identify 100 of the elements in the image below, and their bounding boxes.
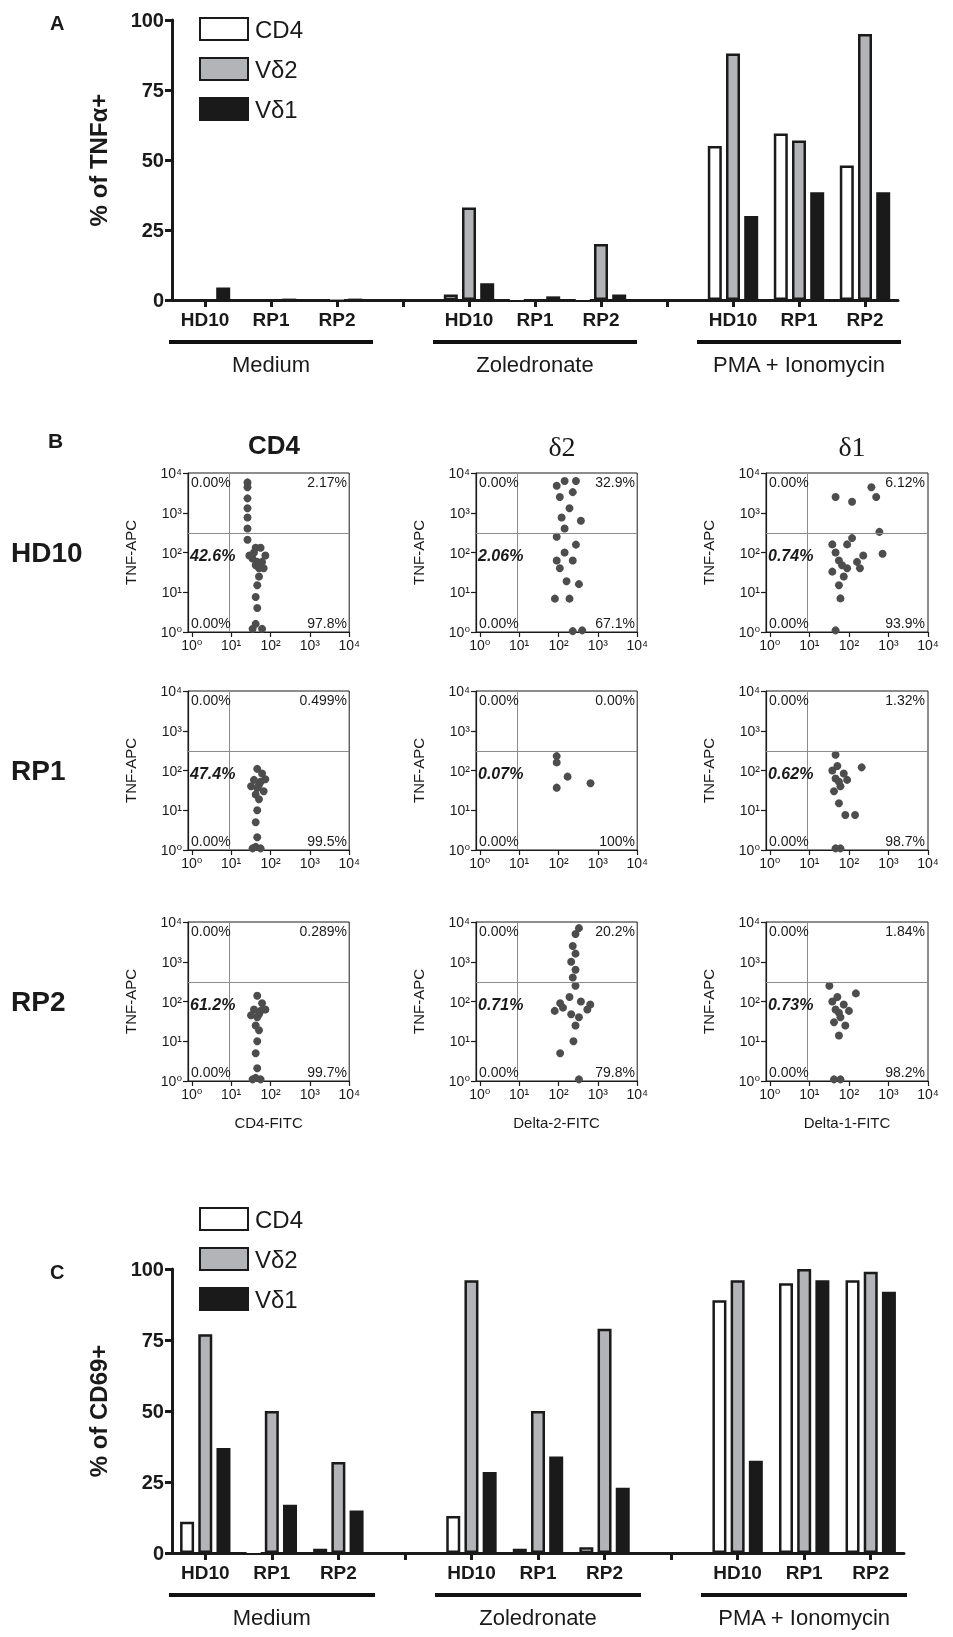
y-axis-title: % of CD69+ bbox=[84, 1344, 112, 1478]
annotation: 0.00% bbox=[191, 923, 231, 939]
y-tick-label: 10⁴ bbox=[738, 683, 760, 699]
y-tick-label: 10³ bbox=[739, 722, 761, 739]
y-tick-label: 10³ bbox=[449, 953, 471, 970]
x-tick-label: 10³ bbox=[299, 637, 321, 653]
x-tick-label: 10³ bbox=[587, 855, 609, 871]
y-axis-title: TNF-APC bbox=[122, 968, 139, 1034]
y-axis-title: TNF-APC bbox=[122, 519, 139, 585]
x-tick-label: 10³ bbox=[878, 855, 899, 871]
x-tick-label: 10⁴ bbox=[626, 1086, 648, 1102]
x-tick-label: 10⁴ bbox=[917, 1086, 939, 1102]
y-tick-label: 10³ bbox=[449, 722, 471, 739]
x-tick-label: RP2 bbox=[582, 309, 620, 330]
y-tick-label: 10⁰ bbox=[448, 1073, 471, 1089]
x-tick-label: 10⁰ bbox=[181, 1086, 203, 1102]
x-tick-label: 10² bbox=[548, 855, 569, 871]
annotation: 0.00% bbox=[479, 923, 519, 939]
y-tick-label: 10⁴ bbox=[448, 465, 470, 481]
x-tick-label: HD10 bbox=[713, 1562, 762, 1583]
y-tick-label: 10² bbox=[449, 993, 471, 1010]
y-tick-label: 10⁰ bbox=[160, 1073, 183, 1089]
x-tick-label: 10² bbox=[838, 637, 860, 653]
x-tick-label: HD10 bbox=[444, 309, 494, 330]
x-tick-label: 10¹ bbox=[799, 1086, 820, 1102]
x-tick-label: 10⁰ bbox=[469, 855, 491, 871]
y-tick-label: 10³ bbox=[161, 504, 183, 521]
y-tick-label: 50 bbox=[141, 1400, 164, 1422]
text: Zoledronate bbox=[479, 1604, 597, 1630]
y-tick-label: 10⁴ bbox=[738, 465, 760, 481]
y-tick-label: 10¹ bbox=[739, 584, 761, 601]
y-axis-title: TNF-APC bbox=[410, 968, 427, 1034]
x-tick-label: 10⁰ bbox=[759, 855, 781, 871]
annotation: 2.17% bbox=[307, 474, 347, 490]
annotation: 100% bbox=[599, 833, 635, 849]
annotation: 0.00% bbox=[769, 692, 809, 708]
annotation: 0.00% bbox=[191, 1064, 231, 1080]
annotation: 0.00% bbox=[769, 833, 809, 849]
y-axis-title: TNF-APC bbox=[700, 737, 717, 803]
x-tick-label: 10² bbox=[838, 855, 860, 871]
annotation: 61.2% bbox=[190, 996, 236, 1014]
y-tick-label: 10¹ bbox=[161, 802, 183, 819]
annotation: 0.00% bbox=[769, 474, 809, 490]
text: HD10 bbox=[11, 537, 83, 568]
text: B bbox=[48, 428, 64, 452]
text: Medium bbox=[231, 351, 311, 377]
y-tick-label: 10⁰ bbox=[448, 624, 471, 640]
x-axis-title: Delta-1-FITC bbox=[803, 1114, 891, 1131]
x-tick-label: 10⁴ bbox=[626, 637, 648, 653]
annotation: 0.00% bbox=[479, 833, 519, 849]
y-axis-title: % of TNFα+ bbox=[84, 93, 112, 227]
x-tick-label: HD10 bbox=[708, 309, 758, 330]
y-tick-label: 10⁰ bbox=[160, 624, 183, 640]
x-tick-label: 10³ bbox=[299, 855, 321, 871]
y-tick-label: 10⁴ bbox=[738, 914, 760, 930]
y-tick-label: 25 bbox=[141, 1471, 164, 1493]
x-tick-label: 10¹ bbox=[799, 637, 820, 653]
y-tick-label: 10² bbox=[161, 762, 183, 779]
annotation: 0.00% bbox=[769, 923, 809, 939]
annotation: 32.9% bbox=[595, 474, 635, 490]
annotation: 6.12% bbox=[885, 474, 925, 490]
x-axis-title: Delta-2-FITC bbox=[513, 1114, 601, 1131]
x-tick-label: 10¹ bbox=[509, 637, 530, 653]
y-tick-label: 10¹ bbox=[739, 1033, 761, 1050]
annotation: 0.07% bbox=[478, 765, 524, 783]
x-tick-label: 10⁴ bbox=[917, 637, 939, 653]
y-tick-label: 75 bbox=[141, 1329, 164, 1351]
text: RP1 bbox=[11, 755, 66, 786]
annotation: 99.7% bbox=[307, 1064, 347, 1080]
y-axis-title: TNF-APC bbox=[410, 737, 427, 803]
y-tick-label: 10⁰ bbox=[738, 624, 761, 640]
x-tick-label: 10² bbox=[548, 1086, 569, 1102]
x-tick-label: 10¹ bbox=[509, 855, 530, 871]
x-tick-label: RP2 bbox=[319, 1562, 357, 1583]
x-tick-label: 10⁴ bbox=[338, 1086, 360, 1102]
annotation: 99.5% bbox=[307, 833, 347, 849]
x-tick-label: 10⁴ bbox=[917, 855, 939, 871]
annotation: 67.1% bbox=[595, 615, 635, 631]
x-tick-label: RP2 bbox=[846, 309, 884, 330]
x-tick-label: 10⁰ bbox=[759, 637, 781, 653]
y-tick-label: 10² bbox=[739, 544, 761, 561]
y-tick-label: 10¹ bbox=[449, 1033, 471, 1050]
y-tick-label: 10¹ bbox=[449, 584, 471, 601]
x-tick-label: RP2 bbox=[318, 309, 356, 330]
legend-label: CD4 bbox=[255, 15, 304, 43]
annotation: 0.00% bbox=[595, 692, 635, 708]
annotation: 0.73% bbox=[768, 996, 814, 1014]
y-tick-label: 75 bbox=[141, 79, 164, 101]
y-tick-label: 10⁴ bbox=[160, 914, 182, 930]
x-tick-label: 10¹ bbox=[221, 855, 242, 871]
annotation: 0.74% bbox=[768, 547, 814, 565]
x-tick-label: 10¹ bbox=[799, 855, 820, 871]
x-tick-label: HD10 bbox=[180, 309, 230, 330]
x-axis-title: CD4-FITC bbox=[234, 1114, 303, 1131]
x-tick-label: 10² bbox=[548, 637, 569, 653]
chart-title: δ2 bbox=[548, 430, 576, 462]
y-tick-label: 10⁴ bbox=[448, 683, 470, 699]
x-tick-label: 10³ bbox=[878, 637, 899, 653]
x-tick-label: 10⁰ bbox=[181, 637, 203, 653]
x-tick-label: 10⁰ bbox=[469, 1086, 491, 1102]
